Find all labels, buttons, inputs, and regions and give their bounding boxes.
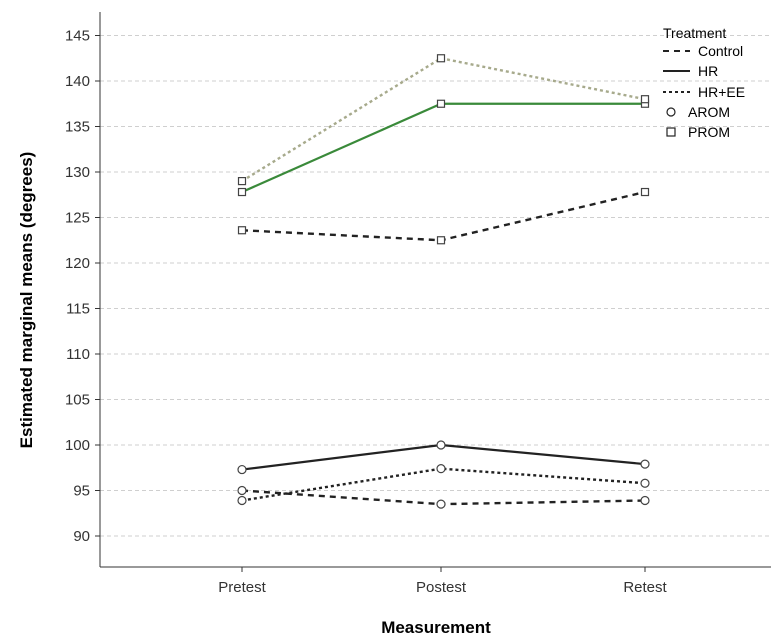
y-axis-title: Estimated marginal means (degrees)	[17, 152, 36, 449]
x-tick-label: Postest	[416, 579, 467, 596]
x-tick-label: Retest	[623, 579, 667, 596]
legend-label: Control	[698, 43, 743, 59]
series-hr-arom	[237, 440, 650, 475]
y-tick-label: 145	[65, 28, 90, 45]
series-group	[237, 54, 650, 509]
legend-marker	[666, 107, 676, 117]
data-point	[640, 187, 650, 197]
data-point	[237, 226, 247, 235]
legend-label: HR	[698, 63, 718, 79]
legend-label: PROM	[688, 124, 730, 140]
data-point	[237, 464, 247, 475]
data-point	[237, 177, 247, 186]
legend-marker	[666, 127, 676, 137]
y-tick-label: 140	[65, 73, 90, 90]
axes	[99, 12, 771, 568]
data-point	[237, 495, 247, 506]
data-point	[640, 478, 650, 488]
series-control-prom	[237, 187, 650, 245]
y-tick-label: 135	[65, 119, 90, 136]
data-point	[640, 495, 650, 506]
data-point	[436, 54, 446, 63]
series-line-hr-ee-prom	[241, 56, 646, 183]
y-tick-label: 110	[66, 346, 90, 363]
data-point	[436, 499, 446, 509]
legend-item-hr-ee: HR+EE	[663, 84, 745, 100]
x-axis-title: Measurement	[381, 618, 491, 637]
y-tick-label: 95	[73, 483, 90, 500]
data-point	[640, 95, 650, 104]
legend-item-arom: AROM	[666, 104, 730, 120]
data-point	[237, 187, 247, 197]
y-tick-label: 115	[66, 301, 90, 318]
y-tick-label: 90	[73, 528, 90, 545]
x-ticks: Pretest Postest Retest	[218, 567, 668, 596]
data-point	[436, 99, 446, 108]
y-tick-label: 125	[65, 210, 90, 227]
series-line-hr-ee-arom	[241, 467, 646, 502]
y-tick-label: 105	[65, 392, 90, 409]
legend-item-prom: PROM	[666, 124, 730, 140]
legend-item-hr: HR	[663, 63, 718, 79]
legend-label: HR+EE	[698, 84, 745, 100]
data-point	[237, 485, 247, 496]
data-point	[640, 459, 650, 469]
x-tick-label: Pretest	[218, 579, 266, 596]
data-point	[436, 464, 446, 474]
series-control-arom	[237, 485, 650, 509]
legend-label: AROM	[688, 104, 730, 120]
series-hr-ee-arom	[237, 464, 650, 506]
legend-title: Treatment	[663, 25, 726, 41]
y-ticks: 90 95 100 105 110 115 120 125 130 135 140 145	[65, 28, 100, 545]
y-tick-label: 100	[65, 437, 90, 454]
series-hr-ee-prom	[237, 54, 650, 186]
data-point	[436, 440, 446, 450]
y-tick-label: 130	[65, 164, 90, 181]
y-tick-label: 120	[65, 255, 90, 272]
legend-item-control: Control	[663, 43, 743, 59]
data-point	[436, 236, 446, 245]
legend: Treatment Control HR HR+EE AROM PROM	[663, 25, 745, 140]
